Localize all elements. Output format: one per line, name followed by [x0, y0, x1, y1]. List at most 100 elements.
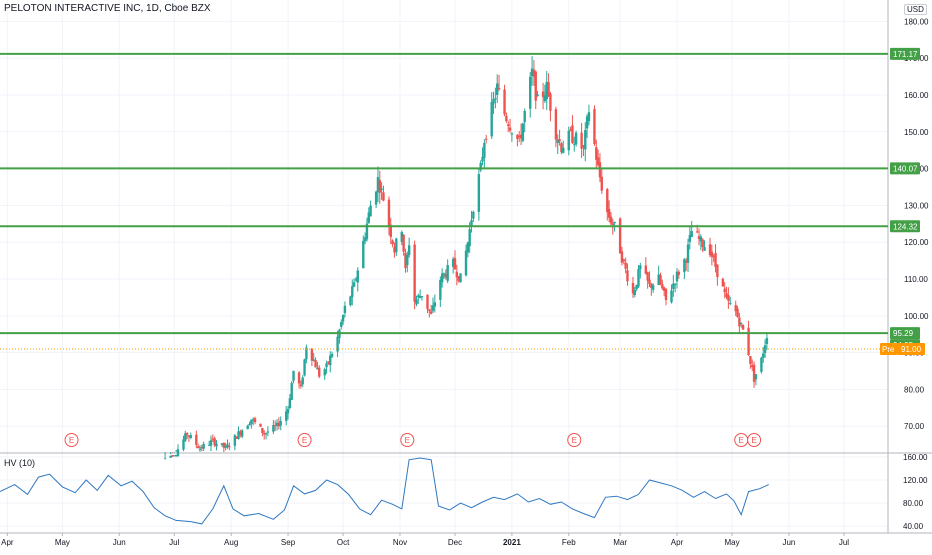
level-price-label: 171.17 — [893, 50, 918, 59]
earnings-marker-icon[interactable] — [747, 433, 762, 447]
candle-body — [314, 360, 317, 368]
candle-body — [226, 444, 229, 448]
candle-body — [545, 81, 548, 100]
candle-body — [738, 317, 741, 327]
candle-body — [196, 446, 200, 449]
candle-body — [600, 176, 603, 191]
candle-body — [455, 271, 459, 278]
x-tick-label: Feb — [562, 538, 576, 547]
candle-body — [622, 259, 626, 262]
candle-body — [626, 270, 629, 282]
candle-body — [736, 308, 739, 318]
earnings-marker-label: E — [739, 436, 744, 445]
candle-body — [536, 94, 539, 97]
earnings-marker-label: E — [751, 436, 756, 445]
candle-body — [275, 422, 279, 426]
candle-body — [239, 431, 242, 435]
candle-body — [374, 191, 378, 205]
chart-title: PELOTON INTERACTIVE INC, 1D, Cboe BZX — [4, 3, 211, 14]
currency-badge[interactable]: USD — [904, 4, 927, 15]
candle-body — [351, 286, 354, 298]
candle-body — [754, 374, 758, 380]
candle-body — [587, 112, 591, 122]
candle-body — [233, 435, 237, 446]
candle-body — [207, 444, 211, 446]
candle-body — [571, 125, 574, 144]
y-tick-label: 100.00 — [904, 312, 929, 321]
candle-body — [369, 205, 372, 217]
candle-body — [395, 238, 398, 253]
candle-body — [584, 130, 587, 150]
candle-body — [648, 279, 651, 284]
candle-body — [253, 418, 257, 423]
candle-body — [312, 359, 315, 361]
candle-body — [567, 130, 570, 151]
candle-body — [407, 245, 411, 256]
hv-tick-label: 80.00 — [903, 499, 924, 508]
candle-body — [516, 134, 519, 139]
candle-body — [541, 91, 545, 98]
candle-body — [611, 223, 614, 225]
premarket-price-tag — [897, 342, 925, 355]
earnings-marker-icon[interactable] — [297, 433, 312, 447]
premarket-price-label: 91.00 — [901, 345, 922, 354]
candle-body — [530, 68, 534, 76]
candle-body — [752, 364, 756, 382]
candle-body — [716, 264, 719, 278]
candle-body — [547, 82, 550, 96]
candle-body — [417, 295, 420, 298]
candle-body — [301, 377, 304, 385]
earnings-marker-icon[interactable] — [400, 433, 415, 447]
earnings-marker-icon[interactable] — [64, 433, 79, 447]
candle-body — [195, 434, 198, 445]
candle-body — [639, 265, 642, 270]
candle-body — [213, 438, 216, 446]
candle-body — [534, 71, 537, 101]
candle-body — [391, 240, 394, 245]
candle-body — [521, 123, 525, 141]
candle-body — [261, 428, 264, 433]
candle-body — [343, 305, 347, 314]
candle-body — [470, 220, 473, 226]
candle-body — [336, 336, 339, 352]
x-tick-label: Jun — [113, 538, 126, 547]
candle-body — [367, 212, 370, 223]
candle-body — [173, 455, 176, 457]
hv-tick-label: 120.00 — [903, 476, 928, 485]
candle-body — [266, 431, 270, 433]
level-price-tag — [890, 327, 920, 340]
earnings-marker-icon[interactable] — [567, 433, 582, 447]
candle-body — [444, 274, 448, 278]
candle-body — [428, 309, 431, 311]
candle-body — [327, 361, 330, 364]
candle-body — [635, 284, 638, 290]
candle-body — [406, 254, 409, 266]
candle-body — [760, 357, 763, 372]
candle-body — [620, 251, 624, 263]
candle-body — [646, 272, 649, 281]
candle-body — [251, 419, 255, 421]
candle-body — [593, 108, 596, 144]
candle-body — [532, 69, 536, 77]
candle-body — [464, 250, 468, 276]
candle-body — [378, 180, 381, 193]
candle-body — [305, 347, 308, 360]
candle-body — [169, 455, 172, 458]
candle-body — [606, 189, 609, 213]
candle-body — [672, 283, 675, 289]
candle-body — [481, 156, 484, 162]
candle-body — [554, 109, 558, 140]
hv-indicator-label: HV (10) — [4, 458, 36, 468]
candle-body — [582, 146, 585, 148]
candle-body — [200, 447, 204, 449]
candle-body — [723, 288, 726, 293]
y-tick-label: 120.00 — [904, 238, 929, 247]
candle-body — [259, 423, 262, 427]
candle-body — [740, 322, 743, 324]
candle-body — [185, 433, 189, 435]
candle-body — [618, 218, 622, 254]
candle-body — [562, 147, 565, 154]
candle-body — [695, 231, 699, 233]
